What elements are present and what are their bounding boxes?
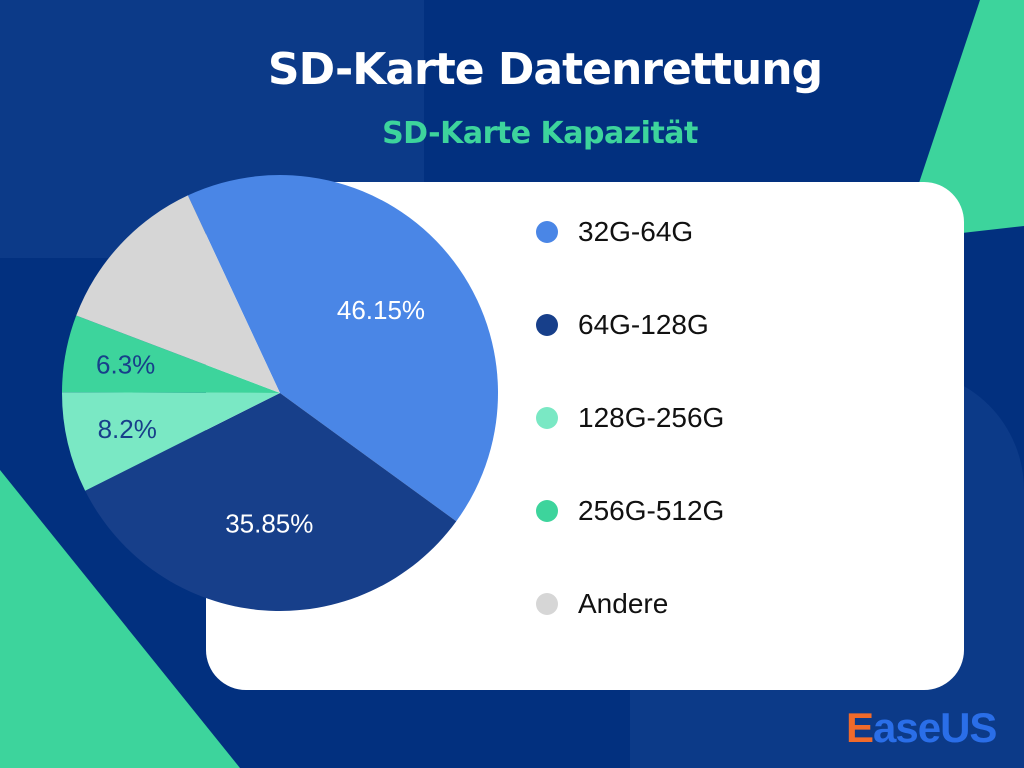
pie-slice-32g-64g bbox=[187, 174, 499, 522]
green-shape-bottom-left bbox=[0, 470, 240, 768]
easeus-logo: EaseUS bbox=[846, 704, 997, 751]
legend-item: 128G-256G bbox=[536, 402, 724, 434]
legend-color-swatch bbox=[536, 314, 558, 336]
legend-label: 128G-256G bbox=[578, 402, 725, 433]
chart-subtitle: SD-Karte Kapazität bbox=[382, 116, 698, 151]
chart-title: SD-Karte Datenrettung bbox=[267, 44, 823, 95]
data-label: 46.15% bbox=[337, 295, 425, 325]
legend-color-swatch bbox=[536, 593, 558, 615]
legend-item: 256G-512G bbox=[536, 495, 724, 527]
legend-label: 256G-512G bbox=[578, 495, 725, 526]
pie-slice-256g-512g bbox=[62, 315, 280, 393]
data-label: 6.3% bbox=[96, 349, 155, 379]
pie-slice-128g-256g bbox=[62, 392, 280, 491]
legend-item: Andere bbox=[536, 588, 668, 620]
legend-item: 32G-64G bbox=[536, 216, 693, 248]
data-label: 35.85% bbox=[225, 508, 313, 538]
pie-slice-64g-128g bbox=[85, 393, 457, 611]
legend-color-swatch bbox=[536, 407, 558, 429]
data-label: 8.2% bbox=[98, 414, 157, 444]
legend-label: Andere bbox=[578, 588, 669, 619]
legend-color-swatch bbox=[536, 221, 558, 243]
legend-color-swatch bbox=[536, 500, 558, 522]
legend-label: 64G-128G bbox=[578, 309, 709, 340]
pie-slice-andere bbox=[76, 195, 281, 393]
green-shape-top-right bbox=[900, 0, 1024, 240]
legend-item: 64G-128G bbox=[536, 309, 709, 341]
legend-label: 32G-64G bbox=[578, 216, 694, 247]
